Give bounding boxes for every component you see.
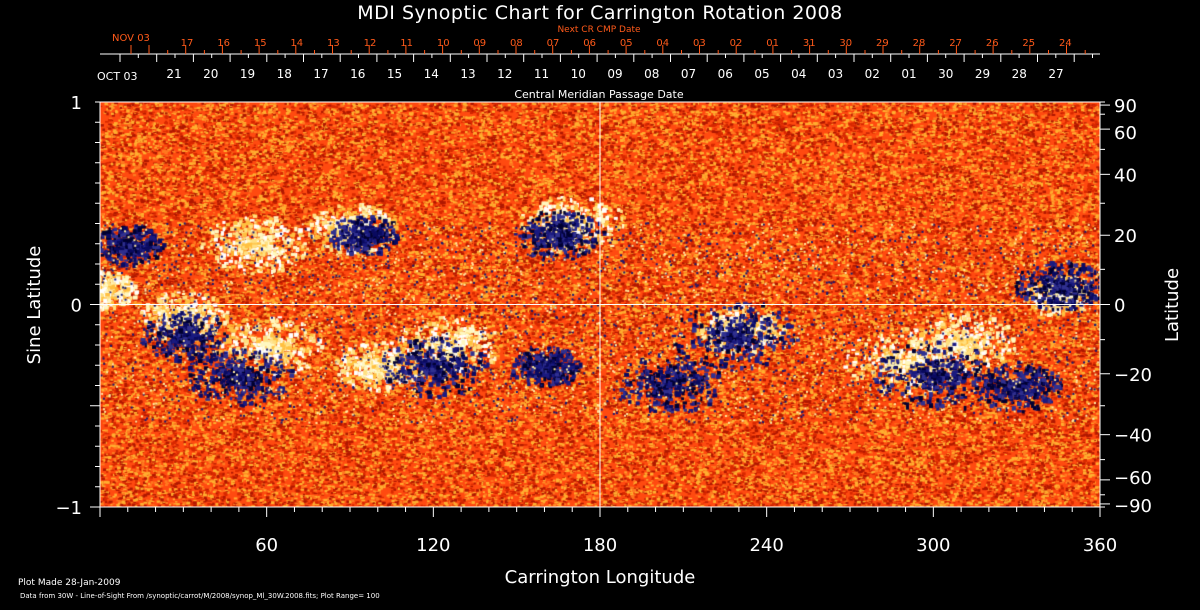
y-right-tick-label: −20 bbox=[1114, 365, 1152, 386]
next-cr-date-label: 06 bbox=[583, 38, 596, 49]
cmp-date-label: 03 bbox=[828, 67, 843, 81]
cmp-date-label: 13 bbox=[460, 67, 475, 81]
next-cr-date-label: 26 bbox=[986, 38, 999, 49]
cmp-date-label: 05 bbox=[754, 67, 769, 81]
x-tick-label: 60 bbox=[255, 535, 278, 556]
next-cr-date-label: 13 bbox=[327, 38, 340, 49]
next-cr-date-label: 03 bbox=[693, 38, 706, 49]
next-cr-date-label: 01 bbox=[766, 38, 779, 49]
cmp-date-label: 17 bbox=[313, 67, 328, 81]
cmp-date-label: 14 bbox=[424, 67, 439, 81]
next-cr-date-label: 09 bbox=[473, 38, 486, 49]
y-right-tick-label: 20 bbox=[1114, 226, 1137, 247]
cmp-date-label: 02 bbox=[865, 67, 880, 81]
y-right-tick-label: 0 bbox=[1114, 296, 1125, 317]
cmp-date-label: 04 bbox=[791, 67, 806, 81]
cmp-date-label: 15 bbox=[387, 67, 402, 81]
y-right-tick-label: −90 bbox=[1114, 496, 1152, 517]
cmp-date-label: 11 bbox=[534, 67, 549, 81]
next-cr-axis-title: Next CR CMP Date bbox=[557, 25, 641, 35]
next-cr-date-label: 17 bbox=[181, 38, 194, 49]
next-cr-date-label: 25 bbox=[1022, 38, 1035, 49]
x-tick-label: 300 bbox=[916, 535, 950, 556]
next-cr-date-label: 29 bbox=[876, 38, 889, 49]
cmp-date-label: 09 bbox=[607, 67, 622, 81]
y-left-axis-label: Sine Latitude bbox=[24, 246, 45, 365]
cmp-date-label: 28 bbox=[1012, 67, 1027, 81]
next-cr-date-label: 04 bbox=[656, 38, 669, 49]
next-cr-date-label: 14 bbox=[290, 38, 303, 49]
y-right-axis-label: Latitude bbox=[1162, 268, 1183, 342]
x-tick-label: 120 bbox=[416, 535, 450, 556]
next-cr-date-label: 07 bbox=[547, 38, 560, 49]
x-tick-label: 240 bbox=[749, 535, 783, 556]
next-cr-date-label: 08 bbox=[510, 38, 523, 49]
x-tick-label: 180 bbox=[583, 535, 617, 556]
next-cr-date-label: 05 bbox=[620, 38, 633, 49]
cmp-date-label: 16 bbox=[350, 67, 365, 81]
x-axis-label: Carrington Longitude bbox=[505, 567, 696, 588]
next-cr-date-label: 11 bbox=[400, 38, 413, 49]
cmp-date-label: 12 bbox=[497, 67, 512, 81]
cmp-date-label: 30 bbox=[938, 67, 953, 81]
plot-made-text: Plot Made 28-Jan-2009 bbox=[18, 578, 121, 588]
data-source-text: Data from 30W - Line-of-Sight From /syno… bbox=[20, 592, 380, 600]
cmp-date-label: 08 bbox=[644, 67, 659, 81]
cmp-date-label: 18 bbox=[277, 67, 292, 81]
y-left-tick-label: −1 bbox=[55, 498, 82, 519]
y-right-tick-label: −60 bbox=[1114, 468, 1152, 489]
next-cr-date-label: 15 bbox=[254, 38, 267, 49]
cmp-date-label: 27 bbox=[1048, 67, 1063, 81]
next-cr-date-label: 16 bbox=[217, 38, 230, 49]
cmp-date-label: 20 bbox=[203, 67, 218, 81]
cmp-date-label: 01 bbox=[901, 67, 916, 81]
cmp-date-label: 07 bbox=[681, 67, 696, 81]
cmp-date-label: 19 bbox=[240, 67, 255, 81]
y-right-tick-label: −40 bbox=[1114, 426, 1152, 447]
next-cr-start-label: NOV 03 bbox=[112, 33, 150, 44]
next-cr-date-label: 10 bbox=[437, 38, 450, 49]
chart-title: MDI Synoptic Chart for Carrington Rotati… bbox=[357, 2, 843, 24]
next-cr-date-label: 30 bbox=[839, 38, 852, 49]
y-left-tick-label: 1 bbox=[71, 93, 82, 114]
top-axis-start-label: OCT 03 bbox=[97, 70, 138, 83]
y-right-tick-label: 40 bbox=[1114, 165, 1137, 186]
next-cr-date-label: 24 bbox=[1059, 38, 1072, 49]
next-cr-date-label: 02 bbox=[730, 38, 743, 49]
next-cr-date-label: 27 bbox=[949, 38, 962, 49]
top-axis-title: Central Meridian Passage Date bbox=[514, 88, 683, 101]
next-cr-date-label: 28 bbox=[913, 38, 926, 49]
cmp-date-label: 06 bbox=[718, 67, 733, 81]
y-right-tick-label: 90 bbox=[1114, 96, 1137, 117]
y-left-tick-label: 0 bbox=[71, 296, 82, 317]
next-cr-date-label: 12 bbox=[364, 38, 377, 49]
cmp-date-label: 10 bbox=[571, 67, 586, 81]
cmp-date-label: 29 bbox=[975, 67, 990, 81]
x-tick-label: 360 bbox=[1083, 535, 1117, 556]
y-right-tick-label: 60 bbox=[1114, 123, 1137, 144]
next-cr-date-label: 31 bbox=[803, 38, 816, 49]
cmp-date-label: 21 bbox=[166, 67, 181, 81]
